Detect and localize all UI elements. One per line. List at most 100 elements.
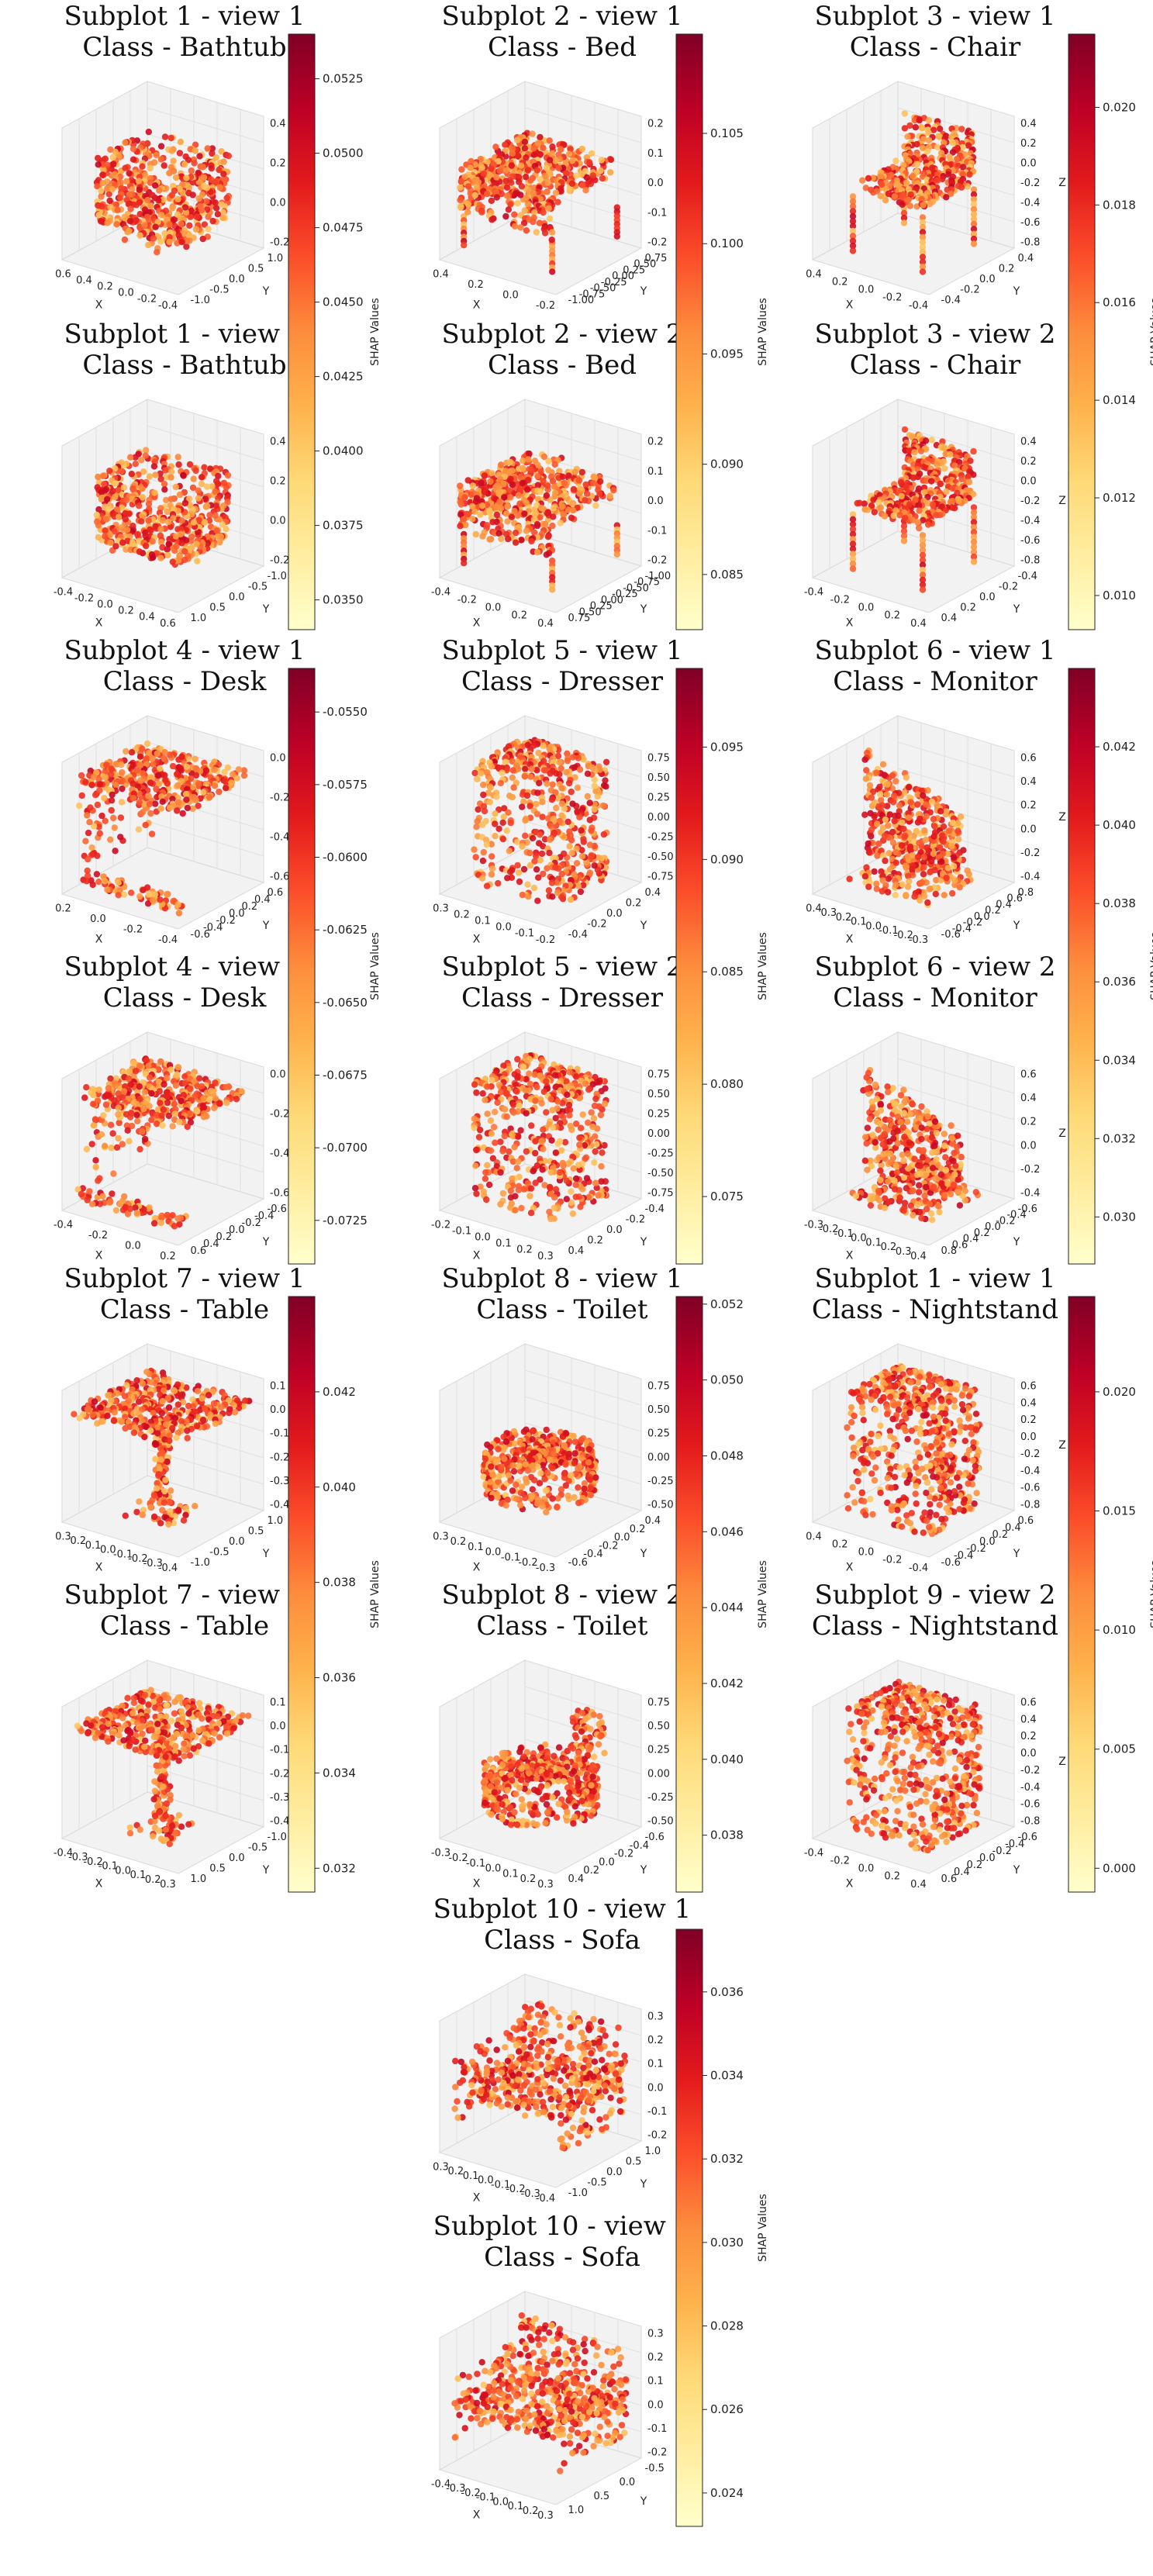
scatter-point	[157, 238, 164, 245]
x-axis-label: X	[846, 616, 854, 629]
scatter-point	[602, 758, 610, 765]
scatter-point	[175, 232, 182, 239]
scatter-point	[197, 202, 204, 210]
scatter-point	[136, 210, 143, 218]
z-tick-label: -0.6	[270, 872, 289, 883]
scatter-point	[891, 817, 898, 825]
scatter-point	[586, 159, 593, 166]
scatter-point	[113, 221, 120, 228]
scatter-point	[544, 179, 551, 186]
scatter-point	[921, 827, 928, 834]
scatter-point	[139, 485, 146, 492]
scatter-point	[859, 177, 866, 184]
scatter-point	[159, 798, 166, 806]
x-tick-label: 0.0	[502, 289, 519, 301]
scatter-point	[512, 223, 519, 230]
scatter-point	[221, 768, 228, 775]
scatter-point	[549, 781, 556, 788]
scatter-point	[863, 767, 870, 774]
scatter-point	[169, 205, 176, 212]
scatter-point	[190, 475, 197, 482]
z-tick-label: -0.8	[1020, 237, 1040, 249]
scatter-point	[521, 138, 529, 146]
scatter-point	[868, 186, 875, 193]
z-tick-label: 0.0	[1020, 824, 1037, 835]
scatter-point	[112, 148, 119, 156]
x-tick-label: -0.4	[158, 300, 178, 312]
scatter-point	[154, 750, 161, 757]
scatter-point	[473, 824, 480, 830]
scatter-point	[108, 806, 115, 814]
x-tick-label: 0.3	[433, 903, 449, 914]
scatter-point	[472, 530, 479, 538]
scatter-point	[157, 805, 164, 812]
scatter-point	[109, 154, 116, 161]
scatter-point	[488, 165, 495, 172]
subplot-title-line2: Class - Desk	[103, 666, 267, 697]
scatter-point	[582, 187, 589, 194]
scatter-point	[220, 479, 228, 487]
scatter-point	[103, 516, 110, 523]
scatter-point	[937, 808, 944, 815]
scatter-point	[201, 464, 208, 471]
scatter-point	[939, 851, 947, 858]
z-tick-label: 0.2	[1020, 800, 1037, 812]
scatter-point	[576, 490, 583, 497]
scatter-point	[867, 810, 874, 817]
scatter-point	[192, 147, 198, 154]
scatter-point	[940, 823, 948, 830]
scatter-point	[112, 493, 119, 501]
scatter-point	[923, 813, 930, 820]
scatter-point	[139, 745, 146, 752]
scatter-point	[153, 786, 160, 792]
scatter-point	[552, 157, 559, 164]
grid-line	[147, 133, 264, 170]
scatter-point	[117, 168, 124, 175]
scatter-point	[199, 235, 206, 243]
z-tick-label: 0.0	[270, 198, 286, 209]
scatter-point	[187, 213, 194, 220]
scatter-point	[542, 520, 549, 527]
y-tick-label: 1.0	[191, 613, 207, 624]
scatter-point	[471, 769, 478, 777]
scatter-point	[533, 167, 541, 174]
scatter-point	[95, 879, 102, 886]
scatter-point	[546, 157, 554, 164]
scatter-point	[526, 849, 533, 857]
scatter-point	[99, 171, 106, 178]
scatter-point	[150, 463, 158, 470]
scatter-point	[98, 187, 105, 195]
scatter-point	[930, 850, 937, 858]
scatter-point	[881, 513, 889, 520]
scatter-point	[128, 749, 136, 756]
scatter-point	[176, 185, 183, 192]
x-tick-label: 0.2	[97, 281, 113, 292]
scatter-point	[122, 139, 129, 147]
x-tick-label: -0.4	[804, 586, 823, 598]
grid-line	[147, 107, 264, 143]
scatter-point	[164, 546, 171, 553]
scatter-point	[914, 801, 921, 808]
scatter-point	[565, 779, 573, 787]
scatter-point	[147, 202, 154, 209]
scatter-point	[136, 502, 143, 509]
scatter-point	[549, 478, 557, 485]
scatter-point	[949, 819, 957, 827]
scatter-point	[881, 772, 888, 779]
scatter-point	[202, 198, 210, 205]
scatter-point	[181, 161, 188, 168]
y-tick-label: 0.2	[960, 603, 976, 614]
scatter-point	[916, 507, 923, 514]
scatter-point	[920, 202, 927, 209]
x-axis-label: X	[95, 616, 103, 629]
scatter-point	[865, 883, 872, 890]
scatter-point	[489, 519, 496, 526]
scatter-point	[545, 887, 553, 894]
scatter-point	[537, 176, 544, 183]
scatter-point	[98, 812, 105, 820]
scatter-point	[517, 192, 524, 199]
z-tick-label: 0.0	[647, 178, 664, 189]
x-tick-label: 0.2	[55, 903, 71, 914]
x-tick-label: 0.4	[806, 903, 822, 914]
